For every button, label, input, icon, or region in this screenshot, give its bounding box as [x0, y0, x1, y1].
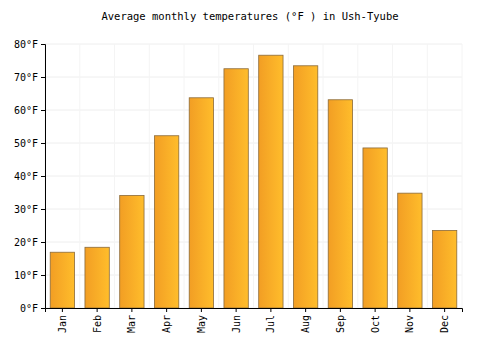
grid-line-vertical	[392, 44, 393, 308]
x-tick: Apr	[161, 308, 172, 333]
x-tick: Oct	[370, 308, 381, 333]
y-tick-label: 60°F	[14, 105, 38, 116]
bar	[154, 136, 178, 308]
grid-line-vertical	[357, 44, 358, 308]
x-tick-mark	[409, 308, 410, 312]
y-tick: 80°F	[14, 39, 45, 50]
x-tick-label: Jul	[265, 315, 276, 333]
y-tick-mark	[41, 176, 45, 177]
x-axis-line	[46, 309, 463, 313]
y-tick: 50°F	[14, 138, 45, 149]
x-tick-label: Nov	[404, 315, 415, 333]
x-tick-mark	[131, 308, 132, 312]
y-tick: 20°F	[14, 237, 45, 248]
y-tick: 30°F	[14, 204, 45, 215]
bar	[328, 100, 352, 308]
y-tick-label: 40°F	[14, 171, 38, 182]
grid-line-vertical	[323, 44, 324, 308]
y-axis-line	[41, 45, 46, 309]
x-tick-mark	[97, 308, 98, 312]
y-tick-mark	[41, 275, 45, 276]
x-tick-mark	[305, 308, 306, 312]
plot: 0°F 10°F 20°F 30°F 40°F 50°F 60°F 70°F 80°F Jan Fe…	[14, 39, 463, 333]
grid-line-vertical	[79, 44, 80, 308]
x-tick: Sep	[335, 308, 346, 333]
grid-line-vertical	[218, 44, 219, 308]
x-tick-label: Aug	[300, 315, 311, 333]
grid-line-vertical	[288, 44, 289, 308]
bar	[189, 98, 213, 308]
x-tick-mark	[62, 308, 63, 312]
x-tick-label: Mar	[126, 315, 137, 333]
y-tick-mark	[41, 209, 45, 210]
x-axis: Jan Feb Mar Apr May Jun Jul Aug Sep Oct Nov Dec	[46, 308, 463, 333]
bar	[259, 55, 283, 308]
grid-line-vertical	[114, 44, 115, 308]
x-tick-label: Oct	[370, 315, 381, 333]
y-tick: 60°F	[14, 105, 45, 116]
title: Average monthly temperatures (°F ) in Us…	[101, 10, 398, 22]
y-tick-mark	[41, 77, 45, 78]
grid-line-vertical	[462, 44, 463, 308]
x-tick-mark	[375, 308, 376, 312]
x-tick-mark	[270, 308, 271, 312]
y-tick-mark	[41, 44, 45, 45]
chart: Average monthly temperatures (°F ) in Us…	[0, 0, 500, 350]
bars	[50, 55, 457, 308]
grid-line-vertical	[149, 44, 150, 308]
bar	[85, 247, 109, 308]
bar	[398, 193, 422, 308]
x-tick-mark	[166, 308, 167, 312]
x-tick: Jun	[231, 308, 242, 333]
x-tick-label: Apr	[161, 315, 172, 333]
y-tick-mark	[41, 143, 45, 144]
y-tick-mark	[41, 308, 45, 309]
y-tick-label: 0°F	[20, 303, 38, 314]
x-tick-label: May	[196, 315, 207, 333]
x-tick-label: Dec	[439, 315, 450, 333]
x-tick: Jan	[57, 308, 68, 333]
y-tick-label: 50°F	[14, 138, 38, 149]
x-tick: Mar	[126, 308, 137, 333]
bar	[293, 66, 317, 308]
x-tick: Nov	[404, 308, 415, 333]
y-tick-label: 30°F	[14, 204, 38, 215]
y-tick: 0°F	[20, 303, 45, 314]
bar	[120, 195, 144, 308]
y-tick: 70°F	[14, 72, 45, 83]
y-tick-label: 80°F	[14, 39, 38, 50]
x-tick-mark	[236, 308, 237, 312]
bar	[363, 148, 387, 308]
y-axis: 0°F 10°F 20°F 30°F 40°F 50°F 60°F 70°F 80°F	[14, 39, 46, 314]
x-tick: May	[196, 308, 207, 333]
x-tick: Jul	[265, 308, 276, 333]
x-tick-mark	[444, 308, 445, 312]
x-tick-mark	[340, 308, 341, 312]
bar	[50, 252, 74, 308]
x-tick-label: Jan	[57, 315, 68, 333]
x-tick-label: Jun	[231, 315, 242, 333]
grid-line-vertical	[253, 44, 254, 308]
y-tick-label: 10°F	[14, 270, 38, 281]
grid	[45, 44, 462, 308]
grid-line-vertical	[184, 44, 185, 308]
x-tick-label: Feb	[92, 315, 103, 333]
y-tick-mark	[41, 110, 45, 111]
x-tick-label: Sep	[335, 315, 346, 333]
y-tick-label: 70°F	[14, 72, 38, 83]
x-tick: Dec	[439, 308, 450, 333]
grid-line-vertical	[427, 44, 428, 308]
bar	[432, 230, 456, 308]
x-tick-mark	[201, 308, 202, 312]
x-tick: Feb	[92, 308, 103, 333]
bar	[224, 69, 248, 308]
y-tick-mark	[41, 242, 45, 243]
y-tick: 40°F	[14, 171, 45, 182]
y-tick: 10°F	[14, 270, 45, 281]
x-tick: Aug	[300, 308, 311, 333]
y-tick-label: 20°F	[14, 237, 38, 248]
